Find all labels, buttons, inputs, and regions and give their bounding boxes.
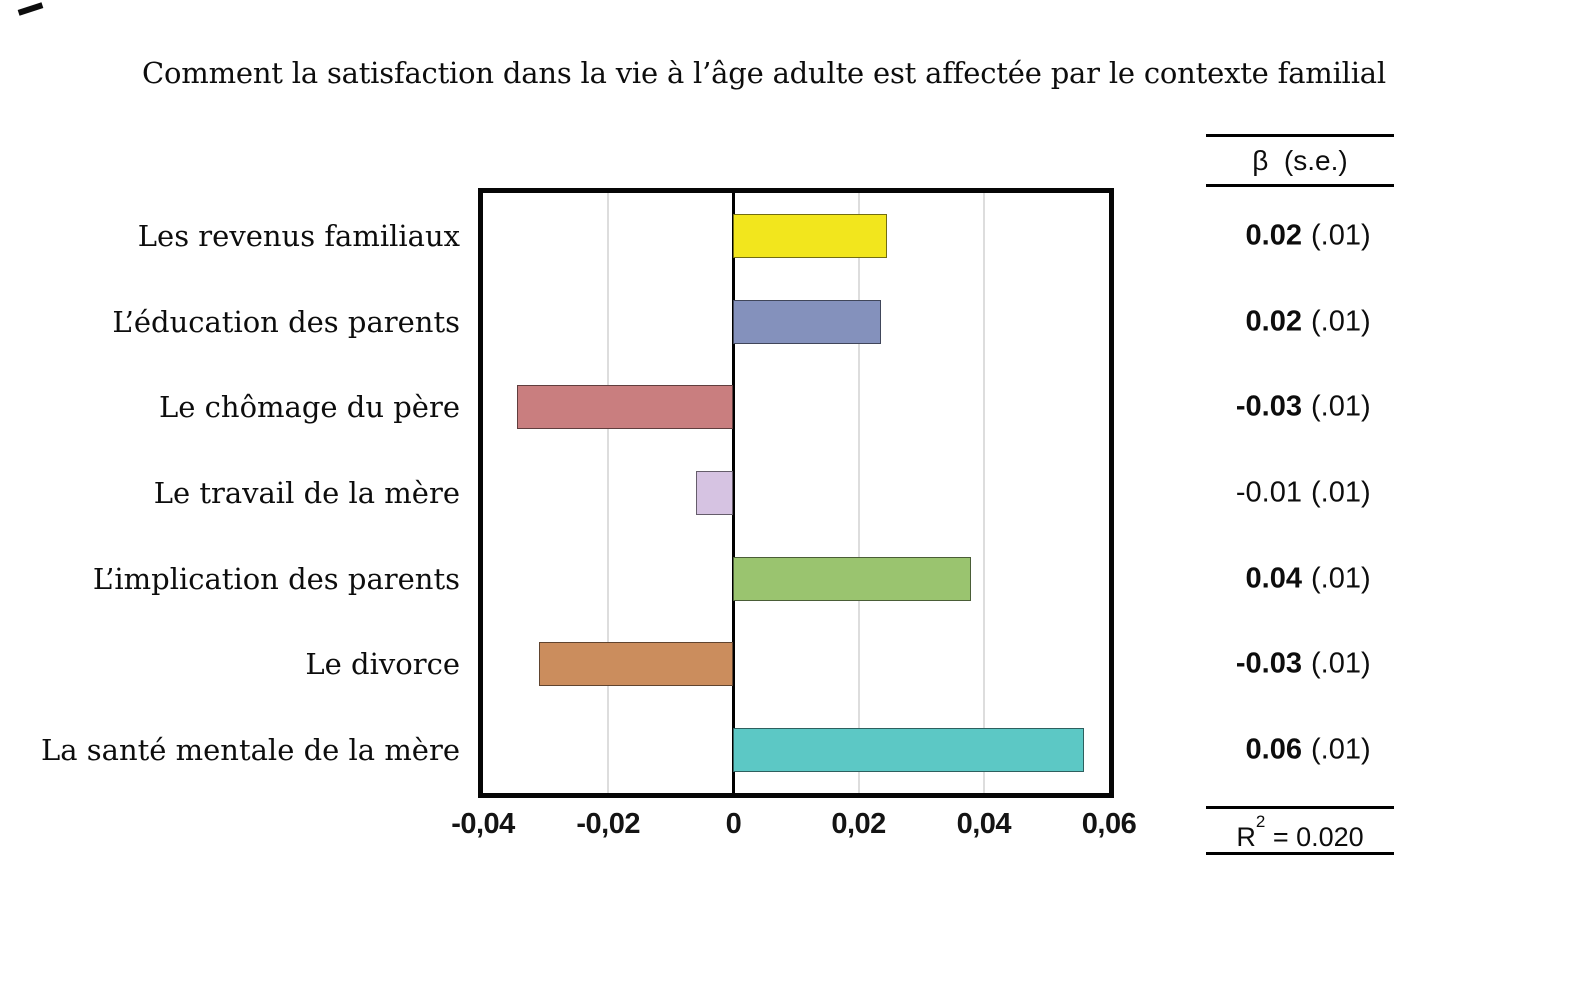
- stats-row: 0.02 (.01): [1206, 305, 1394, 338]
- stats-row: 0.06 (.01): [1206, 734, 1394, 767]
- category-labels: Les revenus familiaux L’éducation des par…: [0, 193, 460, 793]
- se-value: (.01): [1311, 733, 1371, 766]
- bar-2: [733, 299, 881, 344]
- se-value: (.01): [1311, 562, 1371, 595]
- category-label: Les revenus familiaux: [137, 218, 460, 253]
- se-value: (.01): [1311, 305, 1371, 338]
- beta-value: -0.01: [1235, 476, 1302, 509]
- stats-row: -0.03 (.01): [1206, 391, 1394, 424]
- x-tick-label: -0,02: [576, 808, 640, 840]
- beta-value: 0.06: [1245, 733, 1302, 766]
- zero-axis-line: [731, 193, 735, 793]
- beta-value: -0.03: [1235, 647, 1302, 680]
- se-value: (.01): [1311, 390, 1371, 423]
- gridline: [607, 193, 610, 793]
- gridline: [982, 193, 985, 793]
- se-value: (.01): [1311, 647, 1371, 680]
- bar-4: [695, 471, 734, 515]
- r2-prefix: R: [1236, 822, 1256, 852]
- beta-value: 0.02: [1245, 219, 1302, 252]
- bar-6: [539, 642, 734, 687]
- x-tick-label: 0,04: [956, 808, 1012, 840]
- stats-header: β (s.e.): [1206, 134, 1394, 187]
- bar-1: [733, 213, 887, 258]
- x-tick-label: 0,02: [831, 808, 886, 840]
- stats-row: -0.03 (.01): [1206, 648, 1394, 681]
- beta-value: -0.03: [1235, 390, 1302, 423]
- category-label: Le travail de la mère: [153, 476, 460, 510]
- stats-rows: 0.02 (.01) 0.02 (.01) -0.03 (.01) -0.01 (.01) 0.…: [1206, 193, 1394, 793]
- beta-value: 0.02: [1245, 305, 1302, 338]
- r2-sup: 2: [1255, 812, 1266, 831]
- x-axis: -0,04 -0,02 0 0,02 0,04 0,06: [451, 808, 1137, 852]
- se-value: (.01): [1311, 476, 1371, 509]
- r-squared: R2 = 0.020: [1206, 806, 1394, 855]
- corner-mark: [17, 2, 44, 16]
- stats-row: 0.02 (.01): [1206, 219, 1394, 252]
- category-label: L’éducation des parents: [112, 304, 460, 339]
- x-tick-label: 0,06: [1081, 808, 1137, 840]
- stats-row: 0.04 (.01): [1206, 562, 1394, 595]
- bar-3: [517, 385, 734, 430]
- category-label: Le divorce: [305, 647, 460, 682]
- bar-7: [733, 728, 1084, 773]
- plot-area: [478, 188, 1114, 798]
- gridline: [857, 193, 860, 793]
- stats-row: -0.01 (.01): [1206, 477, 1394, 510]
- beta-value: 0.04: [1245, 562, 1302, 595]
- category-label: L’implication des parents: [92, 561, 460, 596]
- bar-5: [733, 556, 972, 601]
- x-tick-label: 0: [725, 808, 742, 840]
- chart-title: Comment la satisfaction dans la vie à l’…: [142, 56, 1386, 90]
- category-label: La santé mentale de la mère: [41, 733, 460, 768]
- se-value: (.01): [1311, 219, 1371, 252]
- r2-value: = 0.020: [1265, 822, 1364, 852]
- category-label: Le chômage du père: [159, 390, 460, 425]
- x-tick-label: -0,04: [451, 808, 515, 840]
